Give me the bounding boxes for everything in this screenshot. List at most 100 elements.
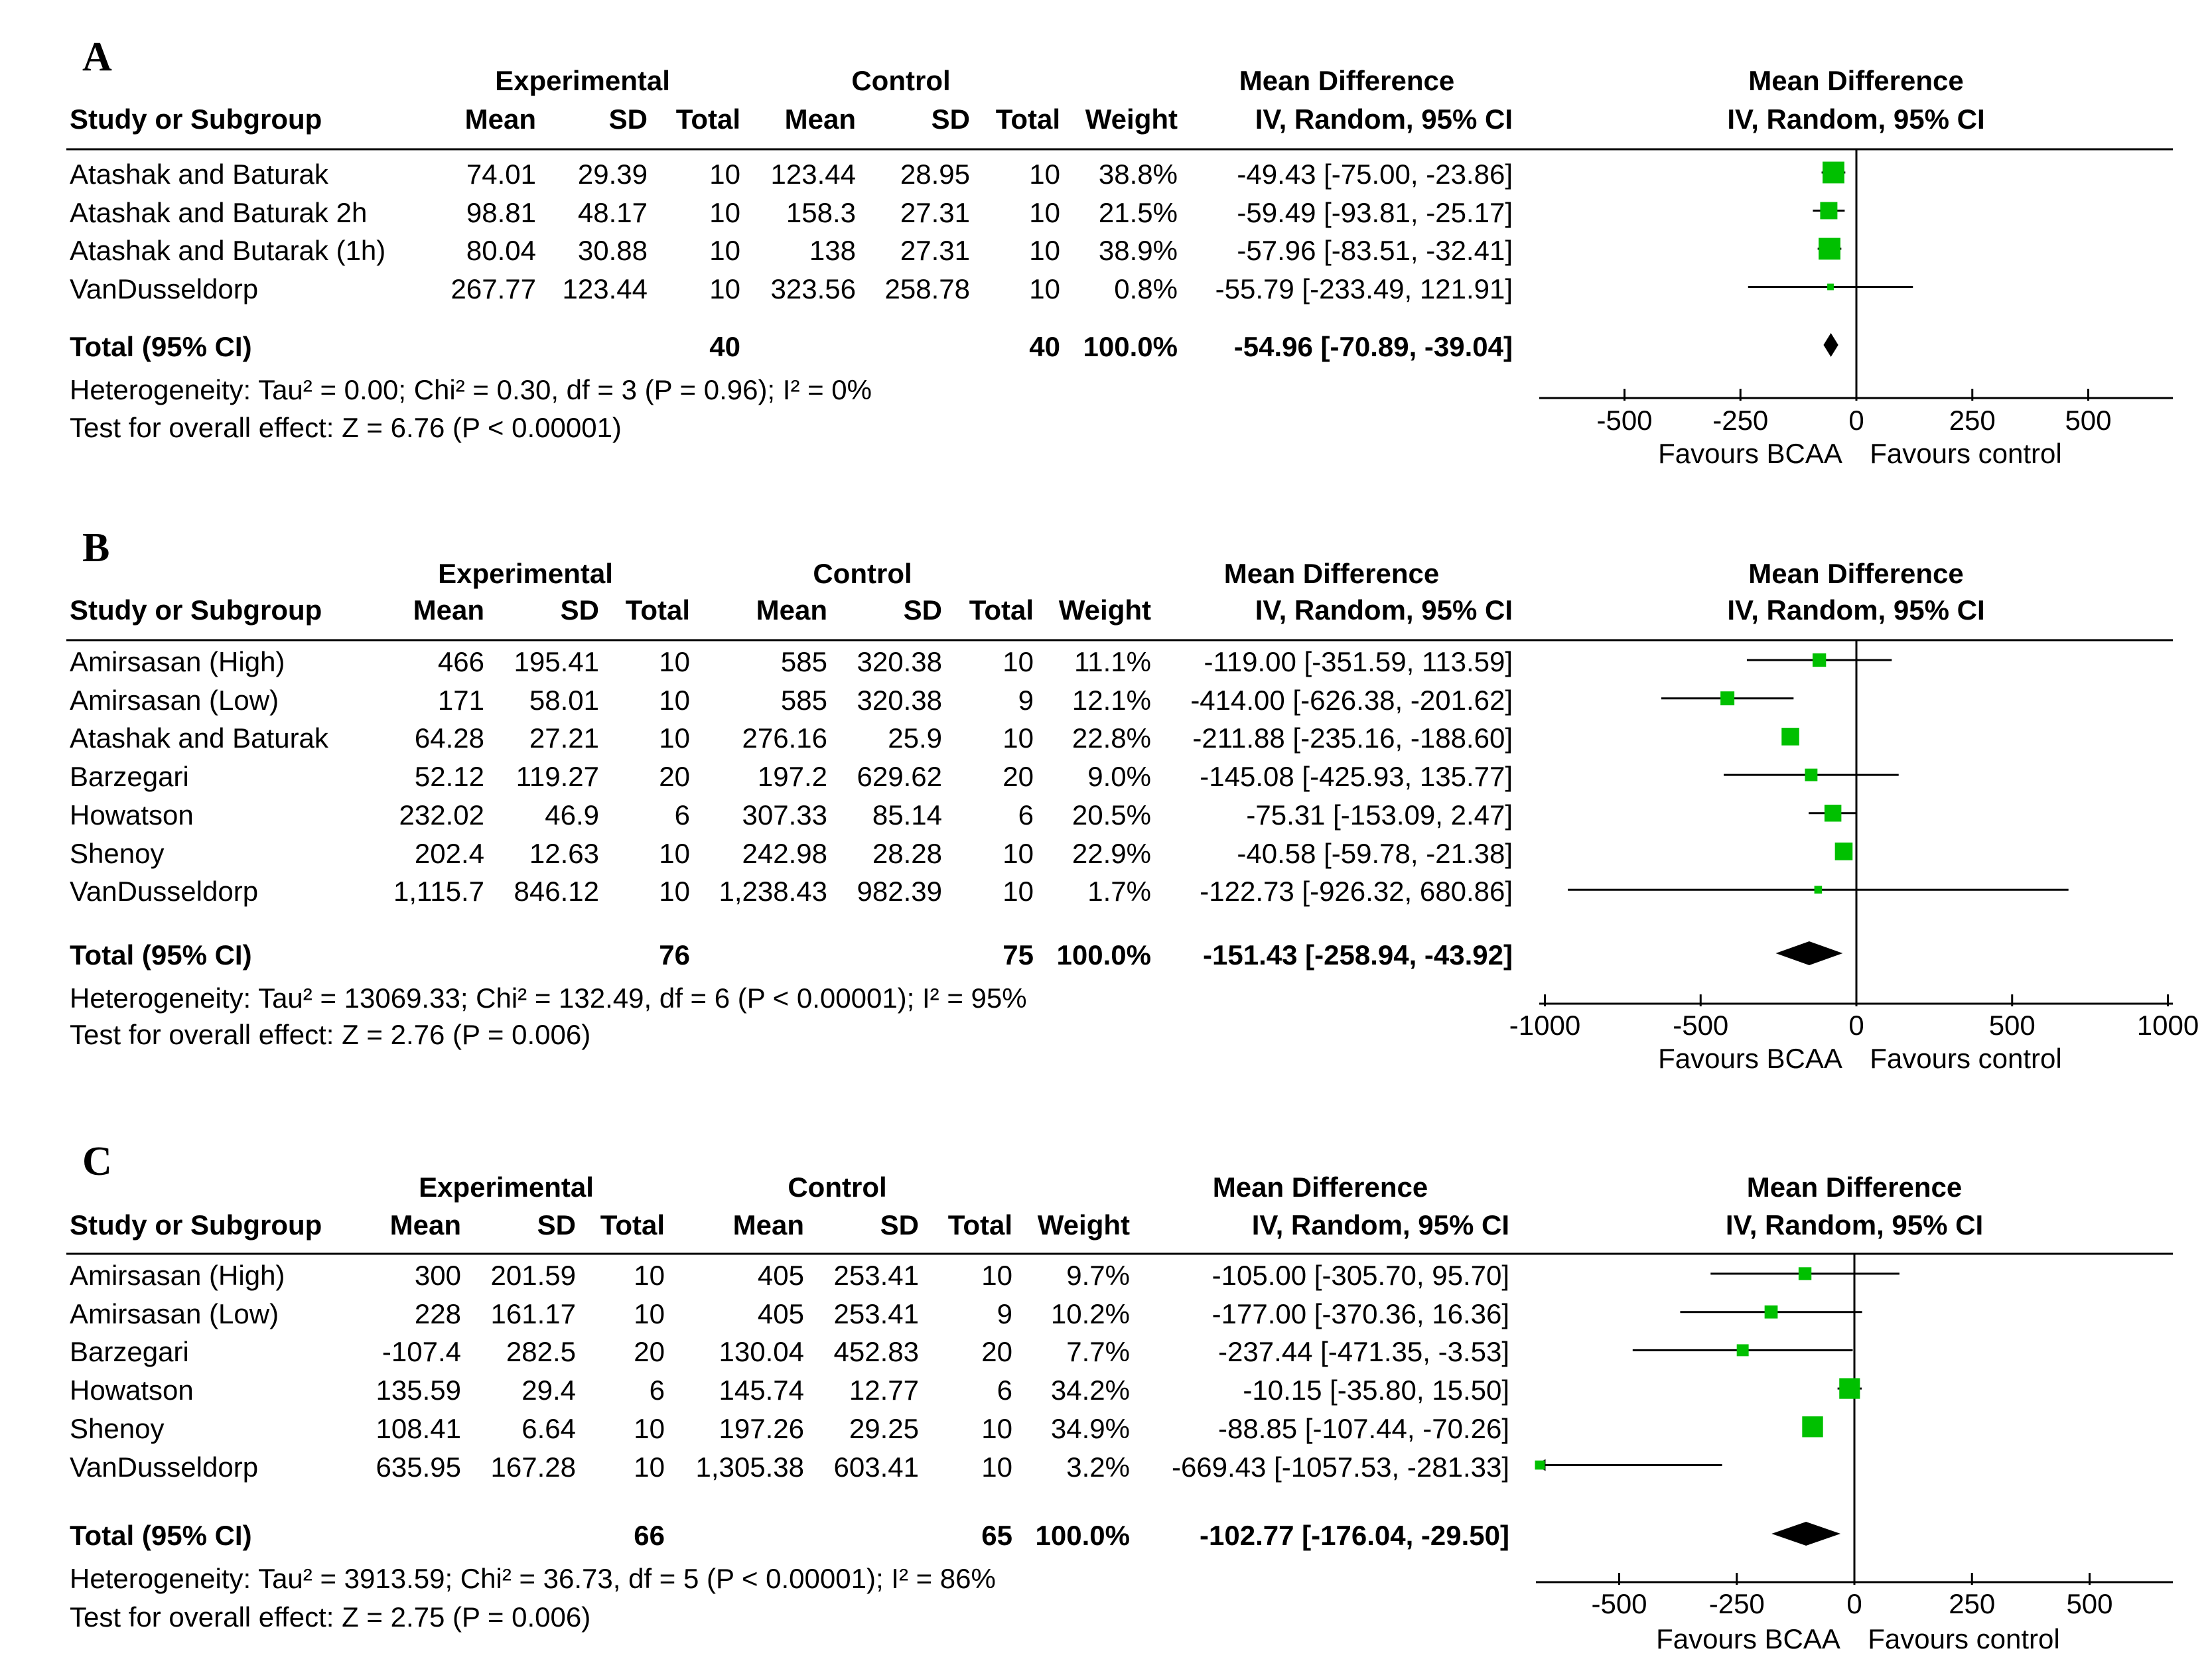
study-marker: [1781, 728, 1799, 746]
ctl-total: 10: [1029, 273, 1060, 304]
exp-sd-header: SD: [608, 103, 648, 135]
ci-value: -237.44 [-471.35, -3.53]: [1218, 1336, 1509, 1368]
control-header: Control: [813, 558, 912, 589]
control-header: Control: [788, 1172, 887, 1203]
exp-total: 10: [659, 646, 690, 677]
study-marker: [1820, 202, 1838, 220]
total-ci: -151.43 [-258.94, -43.92]: [1203, 939, 1513, 971]
favours-right-label: Favours control: [1870, 1043, 2062, 1074]
exp-total-header: Total: [600, 1209, 665, 1241]
exp-mean: 98.81: [466, 196, 536, 228]
ctl-total: 10: [1002, 722, 1034, 754]
tick-label: -500: [1596, 405, 1653, 436]
study-marker: [1819, 237, 1840, 260]
exp-total: 10: [634, 1260, 665, 1291]
weight-value: 3.2%: [1066, 1451, 1130, 1483]
tick-label: -500: [1673, 1010, 1729, 1041]
weight-value: 9.0%: [1087, 761, 1151, 793]
ctl-total: 20: [1002, 761, 1034, 793]
total-label: Total (95% CI): [70, 939, 252, 971]
ctl-total-sum: 75: [1002, 939, 1034, 971]
ctl-mean: 1,305.38: [695, 1451, 805, 1483]
ctl-mean: 138: [809, 235, 856, 266]
exp-sd: 29.39: [577, 159, 648, 190]
ctl-total-sum: 65: [981, 1520, 1012, 1551]
ctl-sd: 27.31: [900, 235, 970, 266]
total-weight: 100.0%: [1035, 1520, 1130, 1551]
ctl-mean: 242.98: [742, 837, 827, 869]
ci-method-header: IV, Random, 95% CI: [1251, 1209, 1509, 1241]
exp-sd: 282.5: [506, 1336, 576, 1368]
ctl-mean-header: Mean: [756, 594, 827, 626]
exp-mean: 228: [414, 1298, 461, 1329]
exp-total-header: Total: [675, 103, 740, 135]
ctl-mean: 585: [780, 646, 827, 677]
study-name: VanDusseldorp: [70, 273, 259, 304]
ctl-mean: 585: [780, 684, 827, 716]
study-marker: [1802, 1416, 1823, 1438]
weight-value: 22.8%: [1071, 722, 1151, 754]
exp-mean: 135.59: [376, 1375, 461, 1406]
exp-total-sum: 40: [709, 331, 740, 362]
ctl-total: 10: [1029, 196, 1060, 228]
weight-value: 7.7%: [1066, 1336, 1130, 1368]
ctl-total: 6: [1018, 799, 1034, 831]
exp-sd: 48.17: [577, 196, 648, 228]
weight-value: 10.2%: [1050, 1298, 1130, 1329]
study-name: VanDusseldorp: [70, 1451, 259, 1483]
ctl-sd: 253.41: [833, 1260, 919, 1291]
heterogeneity-text: Heterogeneity: Tau² = 3913.59; Chi² = 36…: [70, 1563, 996, 1594]
exp-sd-header: SD: [537, 1209, 576, 1241]
ctl-sd: 982.39: [857, 876, 942, 907]
panel-label: A: [82, 34, 112, 80]
ctl-sd-header: SD: [931, 103, 970, 135]
ctl-sd: 28.95: [900, 159, 970, 190]
ctl-total: 10: [1029, 159, 1060, 190]
panel-label: B: [82, 525, 110, 571]
ctl-sd: 629.62: [857, 761, 942, 793]
weight-value: 34.9%: [1050, 1412, 1130, 1444]
ctl-total: 6: [997, 1375, 1012, 1406]
study-marker: [1535, 1460, 1545, 1470]
ctl-total: 9: [997, 1298, 1012, 1329]
ctl-mean: 405: [757, 1260, 804, 1291]
study-name: Amirsasan (High): [70, 646, 285, 677]
ctl-sd: 320.38: [857, 646, 942, 677]
exp-total: 10: [709, 159, 740, 190]
weight-header: Weight: [1037, 1209, 1130, 1241]
ctl-mean: 1,238.43: [719, 876, 828, 907]
total-weight: 100.0%: [1056, 939, 1151, 971]
favours-left-label: Favours BCAA: [1658, 438, 1842, 469]
ctl-sd-header: SD: [880, 1209, 919, 1241]
plot-method-header: IV, Random, 95% CI: [1727, 103, 1985, 135]
ci-value: -75.31 [-153.09, 2.47]: [1246, 799, 1513, 831]
exp-total: 10: [709, 235, 740, 266]
study-name: Atashak and Baturak: [70, 159, 328, 190]
study-name: Shenoy: [70, 1412, 165, 1444]
tick-label: -250: [1708, 1588, 1765, 1619]
ctl-mean: 145.74: [719, 1375, 804, 1406]
heterogeneity-text: Heterogeneity: Tau² = 13069.33; Chi² = 1…: [70, 982, 1027, 1014]
ctl-total: 10: [981, 1412, 1012, 1444]
tick-label: 500: [2065, 405, 2112, 436]
exp-mean: 635.95: [376, 1451, 461, 1483]
ctl-mean: 123.44: [770, 159, 856, 190]
study-marker: [1839, 1378, 1860, 1399]
exp-mean: 202.4: [414, 837, 484, 869]
ctl-total: 9: [1018, 684, 1034, 716]
ci-method-header: IV, Random, 95% CI: [1255, 594, 1513, 626]
ci-value: -122.73 [-926.32, 680.86]: [1200, 876, 1513, 907]
exp-total: 10: [709, 196, 740, 228]
ci-value: -10.15 [-35.80, 15.50]: [1243, 1375, 1509, 1406]
study-marker: [1827, 283, 1834, 291]
study-marker: [1736, 1344, 1749, 1357]
total-ci: -102.77 [-176.04, -29.50]: [1200, 1520, 1509, 1551]
exp-total: 10: [634, 1412, 665, 1444]
ci-value: -414.00 [-626.38, -201.62]: [1190, 684, 1513, 716]
experimental-header: Experimental: [495, 65, 670, 96]
exp-sd: 167.28: [490, 1451, 576, 1483]
study-name: Amirsasan (Low): [70, 1298, 279, 1329]
ctl-sd: 27.31: [900, 196, 970, 228]
ci-value: -105.00 [-305.70, 95.70]: [1211, 1260, 1509, 1291]
